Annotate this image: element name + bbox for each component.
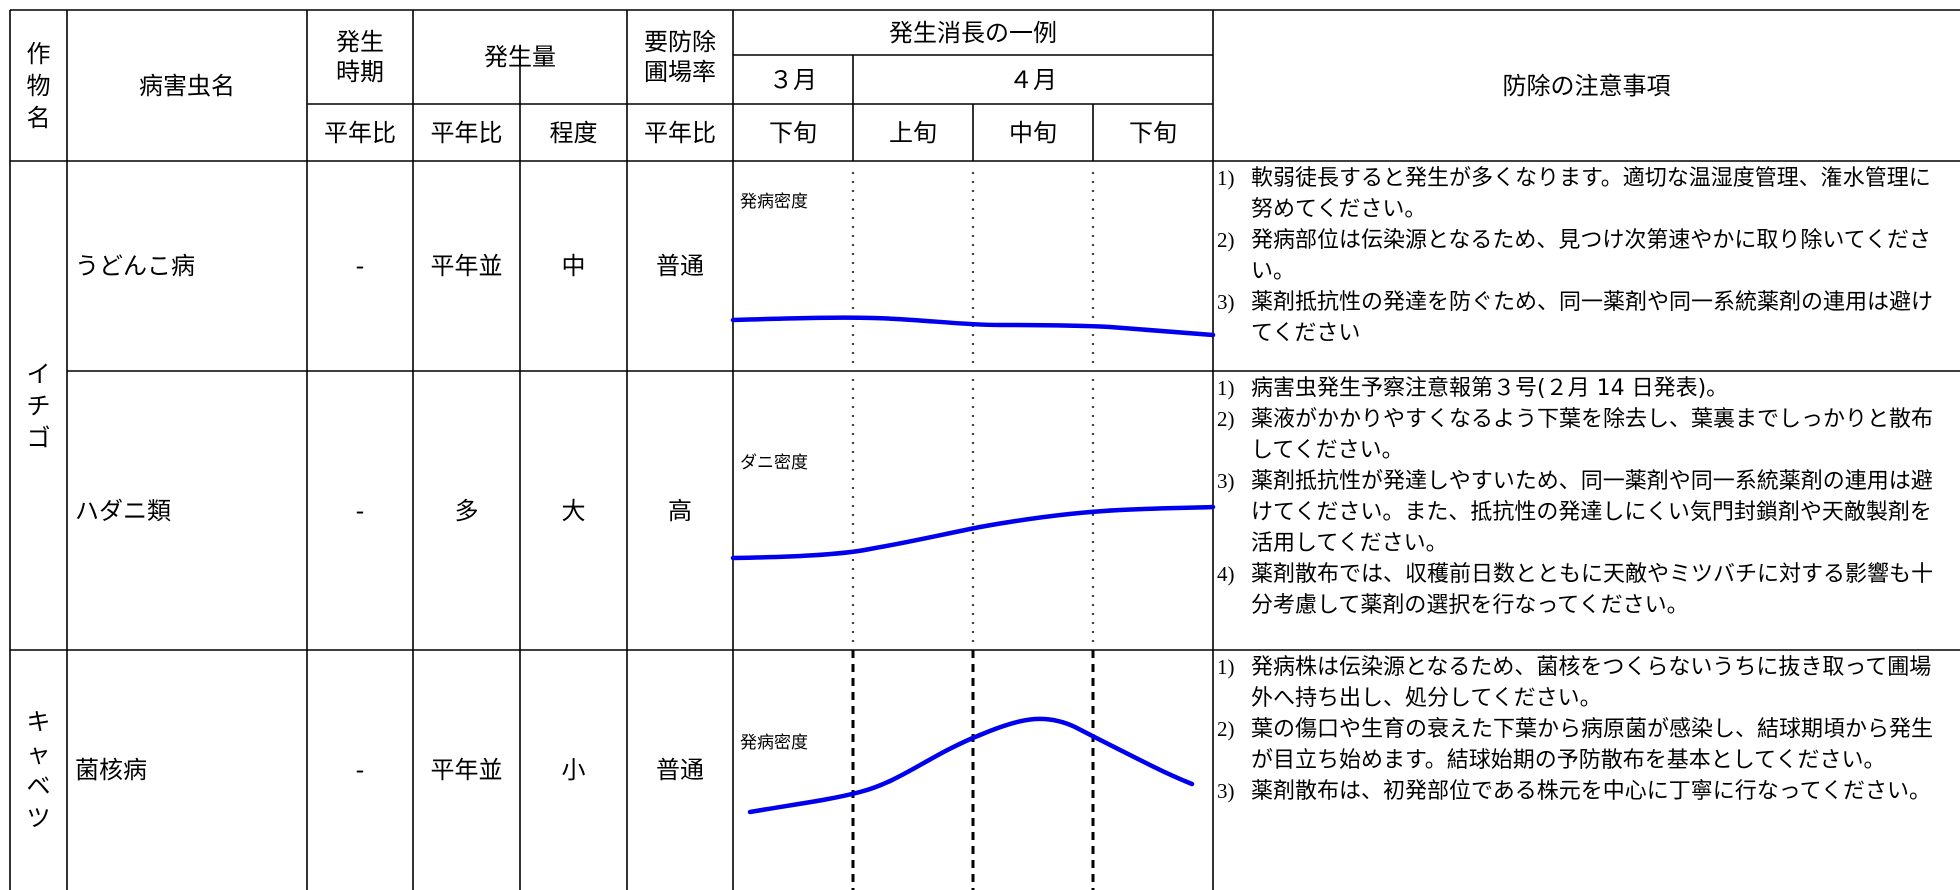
header-crop-char: 物 (26, 71, 51, 100)
notes-cell: 1) 軟弱徒長すると発生が多くなります。適切な温湿度管理、潅水管理に努めてください… (1213, 161, 1960, 371)
period-ratio: - (355, 756, 365, 784)
note-number: 2) (1217, 407, 1235, 431)
crop-char: ツ (26, 804, 51, 832)
chart-y-label: ダニ密度 (740, 453, 808, 473)
header-month-4: ４月 (1009, 65, 1057, 94)
note-text: 葉の傷口や生育の衰えた下葉から病原菌が感染し、結球期頃から発生が目立ち始めます。… (1251, 717, 1934, 773)
note-item: 2) 発病部位は伝染源となるため、見つけ次第速やかに取り除いてください。 (1217, 225, 1952, 287)
subheader-rate-ratio: 平年比 (644, 118, 716, 147)
note-number: 3) (1217, 779, 1235, 803)
note-text: 薬剤散布では、収穫前日数とともに天敵やミツバチに対する影響も十分考慮して薬剤の選… (1251, 562, 1934, 618)
pest-name: ハダニ類 (75, 496, 171, 525)
crop-char: チ (26, 391, 51, 420)
amount-level: 小 (561, 756, 586, 784)
subheader-april-late: 下旬 (1129, 118, 1177, 147)
crop-char: ゴ (26, 423, 51, 452)
note-number: 2) (1217, 717, 1235, 741)
control-rate: 高 (668, 496, 692, 525)
note-number: 3) (1217, 290, 1235, 314)
chart-y-label: 発病密度 (740, 192, 808, 212)
header-example: 発生消長の一例 (889, 18, 1057, 47)
curve-cabbage-sclerotinia (747, 716, 1195, 815)
chart-y-label: 発病密度 (740, 733, 808, 753)
crop-char: キ (26, 708, 51, 736)
header-crop: 作 物 名 (10, 10, 67, 161)
crop-char: イ (26, 359, 51, 388)
note-text: 薬液がかかりやすくなるよう下葉を除去し、葉裏までしっかりと散布してください。 (1251, 407, 1934, 463)
header-month-3: ３月 (769, 65, 817, 94)
note-number: 3) (1217, 469, 1235, 493)
curve-strawberry-mites (730, 504, 1216, 561)
note-number: 1) (1217, 166, 1235, 190)
header-period: 発生 時期 (336, 28, 384, 86)
amount-ratio: 平年並 (430, 252, 503, 280)
pest-name: うどんこ病 (75, 252, 195, 280)
note-item: 4) 薬剤散布では、収穫前日数とともに天敵やミツバチに対する影響も十分考慮して薬剤… (1217, 559, 1952, 621)
note-item: 3) 薬剤抵抗性が発達しやすいため、同一薬剤や同一系統薬剤の連用は避けてください。… (1217, 466, 1952, 559)
header-amount: 発生量 (484, 43, 556, 71)
crop-char: ベ (26, 772, 51, 800)
notes-cell: 1) 病害虫発生予察注意報第３号(２月 14 日発表)。 2) 薬液がかかりやすくな… (1213, 371, 1960, 650)
amount-ratio: 平年並 (430, 756, 503, 784)
header-notes: 防除の注意事項 (1502, 71, 1671, 100)
note-item: 1) 軟弱徒長すると発生が多くなります。適切な温湿度管理、潅水管理に努めてください… (1217, 163, 1952, 225)
note-number: 1) (1217, 655, 1235, 679)
period-ratio: - (355, 496, 365, 525)
header-crop-char: 名 (26, 103, 51, 132)
note-number: 4) (1217, 562, 1235, 586)
note-number: 2) (1217, 228, 1235, 252)
amount-ratio: 多 (454, 496, 479, 525)
subheader-april-mid: 中旬 (1009, 118, 1057, 147)
subheader-march-late: 下旬 (769, 118, 817, 147)
note-item: 3) 薬剤抵抗性の発達を防ぐため、同一薬剤や同一系統薬剤の連用は避けてください (1217, 287, 1952, 349)
amount-level: 大 (561, 496, 586, 525)
note-number: 1) (1217, 376, 1235, 400)
crop-strawberry: イ チ ゴ (10, 161, 67, 650)
pest-name: 菌核病 (75, 756, 147, 784)
note-text: 発病部位は伝染源となるため、見つけ次第速やかに取り除いてください。 (1251, 228, 1932, 284)
subheader-amount-level: 程度 (549, 118, 598, 147)
note-item: 2) 葉の傷口や生育の衰えた下葉から病原菌が感染し、結球期頃から発生が目立ち始めま… (1217, 714, 1952, 776)
notes-cell: 1) 発病株は伝染源となるため、菌核をつくらないうちに抜き取って圃場外へ持ち出し、… (1213, 650, 1960, 890)
control-rate: 普通 (656, 756, 704, 784)
note-item: 1) 発病株は伝染源となるため、菌核をつくらないうちに抜き取って圃場外へ持ち出し、… (1217, 652, 1952, 714)
note-text: 薬剤抵抗性が発達しやすいため、同一薬剤や同一系統薬剤の連用は避けてください。また… (1251, 469, 1933, 556)
header-control-rate: 要防除 圃場率 (644, 28, 716, 86)
curve-strawberry-powdery-mildew (730, 315, 1216, 338)
note-text: 発病株は伝染源となるため、菌核をつくらないうちに抜き取って圃場外へ持ち出し、処分… (1251, 655, 1932, 711)
control-rate: 普通 (656, 252, 704, 280)
subheader-amount-ratio: 平年比 (430, 118, 503, 147)
header-pest-name: 病害虫名 (139, 71, 235, 100)
note-text: 薬剤散布は、初発部位である株元を中心に丁寧に行なってください。 (1251, 779, 1932, 804)
note-item: 3) 薬剤散布は、初発部位である株元を中心に丁寧に行なってください。 (1217, 776, 1952, 807)
period-ratio: - (355, 252, 365, 280)
note-text: 薬剤抵抗性の発達を防ぐため、同一薬剤や同一系統薬剤の連用は避けてください (1251, 290, 1934, 346)
note-text: 軟弱徒長すると発生が多くなります。適切な温湿度管理、潅水管理に努めてください。 (1251, 166, 1931, 222)
subheader-period-ratio: 平年比 (324, 118, 396, 147)
note-item: 1) 病害虫発生予察注意報第３号(２月 14 日発表)。 (1217, 373, 1952, 404)
subheader-april-early: 上旬 (889, 118, 937, 147)
crop-cabbage: キ ャ ベ ツ (10, 650, 67, 890)
header-crop-char: 作 (26, 39, 51, 68)
note-text: 病害虫発生予察注意報第３号(２月 14 日発表)。 (1251, 376, 1729, 401)
amount-level: 中 (561, 252, 586, 280)
crop-char: ャ (26, 740, 51, 768)
note-item: 2) 薬液がかかりやすくなるよう下葉を除去し、葉裏までしっかりと散布してください。 (1217, 404, 1952, 466)
